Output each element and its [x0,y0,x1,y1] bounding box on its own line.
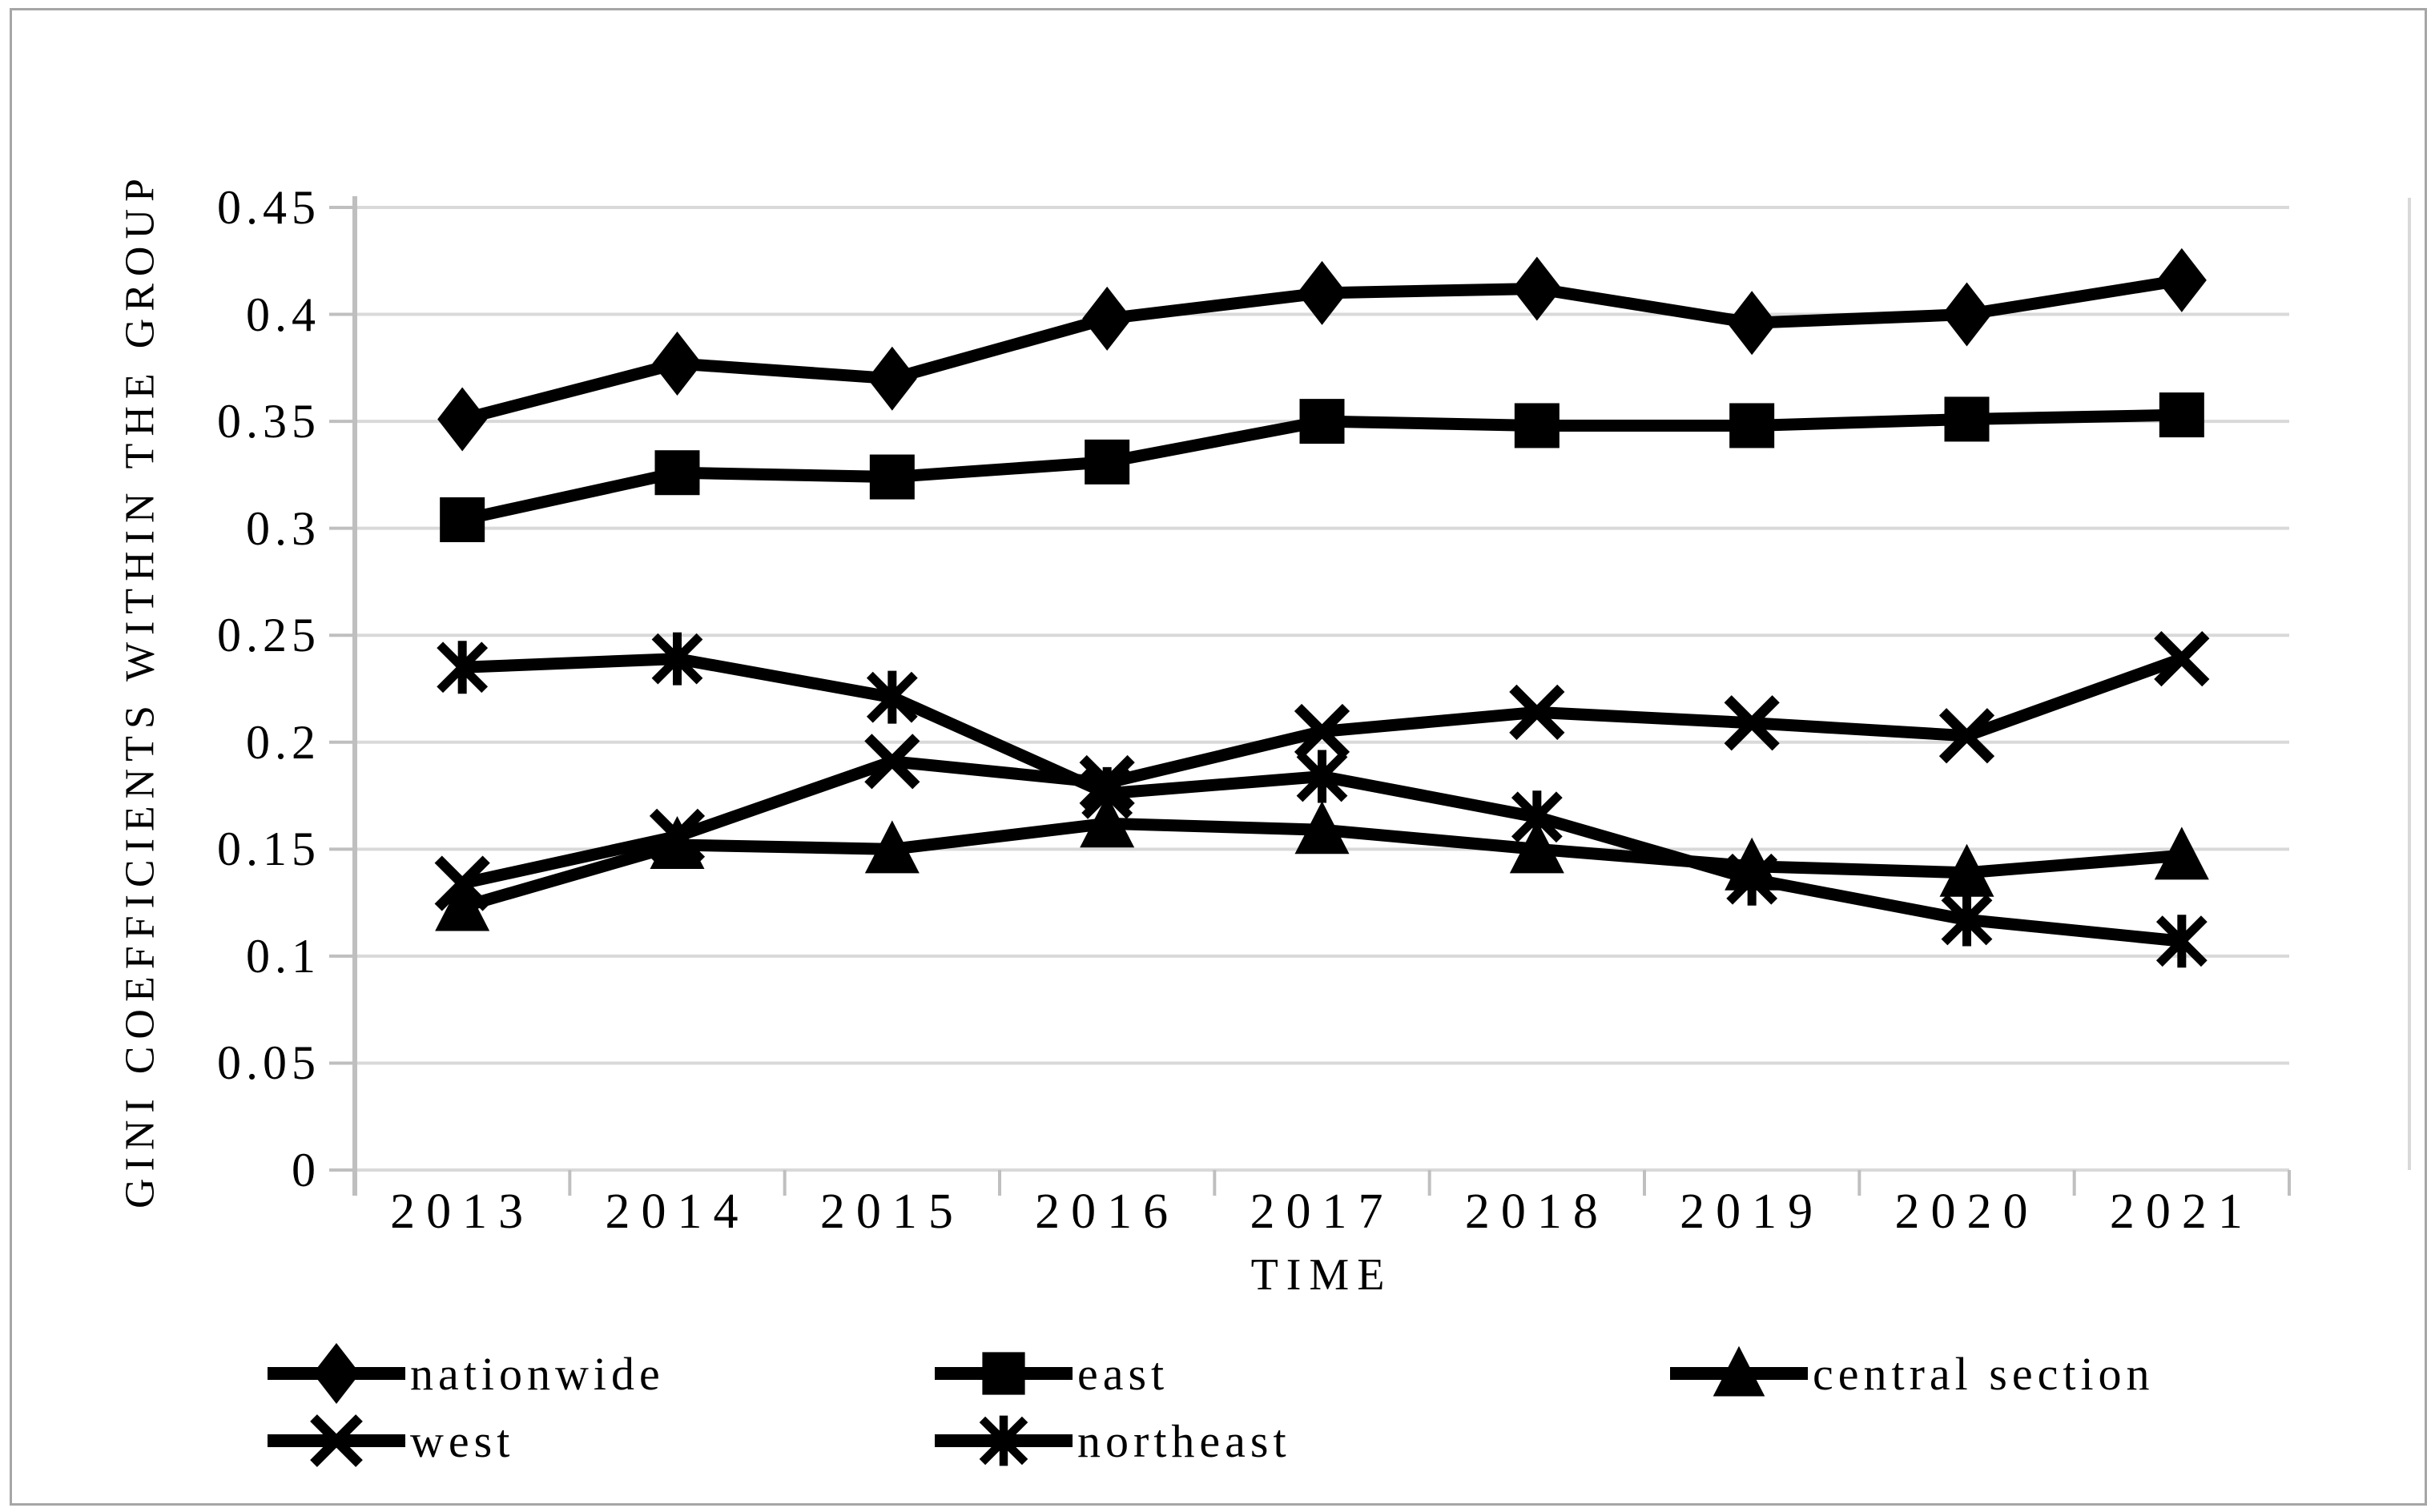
asterisk-marker [1511,790,1563,844]
triangle-marker [1080,794,1135,848]
legend-item-nationwide: nationwide [268,1339,665,1408]
legend-marker-diamond [268,1343,405,1404]
triangle-marker [435,878,490,931]
x-tick-label: 2020 [1894,1184,2039,1239]
diamond-marker [1082,286,1133,351]
chart-border [10,8,2427,1506]
x-tick-label: 2015 [819,1184,964,1239]
legend-item-east: east [935,1339,1169,1408]
y-axis-title: GINI COEFFICIENTS WITHIN THE GROUP [117,171,163,1208]
diamond-marker [1727,291,1777,356]
x-marker [1509,684,1565,740]
legend-label: central section [1813,1347,2155,1400]
diamond-marker [1297,260,1347,325]
x-tick-label: 2016 [1035,1184,1180,1239]
square-marker [1944,396,1990,442]
legend-item-northeast: northeast [935,1406,1291,1475]
x-tick-label: 2018 [1464,1184,1609,1239]
x-marker [310,1414,363,1467]
y-tick-label: 0.2 [246,715,320,769]
diamond-marker [437,387,488,452]
x-marker [1938,708,1995,764]
diamond-marker [1511,256,1562,321]
y-tick-label: 0.25 [217,609,320,662]
asterisk-marker [1726,852,1778,906]
legend-marker-triangle [1670,1345,1808,1397]
legend-label: northeast [1077,1414,1291,1467]
legend-item-central-section: central section [1670,1339,2155,1408]
asterisk-marker [651,632,703,686]
x-tick-label: 2013 [390,1184,535,1239]
y-tick-label: 0.05 [217,1036,320,1090]
y-tick-label: 0.3 [246,501,320,555]
y-tick-label: 0.45 [217,181,320,234]
legend-item-west: west [268,1406,514,1475]
x-tick-label: 2017 [1250,1184,1395,1239]
square-marker [869,454,915,500]
diamond-marker [1942,282,1992,347]
asterisk-marker [1296,750,1348,803]
x-marker [864,734,920,790]
square-marker [982,1352,1025,1395]
triangle-marker [1509,820,1564,874]
square-marker [1729,403,1775,448]
y-tick-label: 0.1 [246,929,320,983]
legend-label: nationwide [410,1347,665,1400]
square-marker [654,450,700,496]
triangle-marker [1713,1345,1765,1397]
asterisk-marker [437,641,489,694]
legend-marker-square [935,1352,1073,1395]
x-marker [2154,631,2210,687]
x-tick-label: 2014 [605,1184,750,1239]
x-marker [1724,695,1780,751]
legend-marker-x [268,1414,405,1467]
triangle-marker [1939,843,1994,897]
asterisk-marker [1081,766,1133,820]
asterisk-marker [866,670,918,724]
legend-marker-asterisk [935,1415,1073,1466]
legend-label: east [1077,1347,1169,1400]
diamond-marker [652,331,702,396]
square-marker [2159,392,2204,438]
y-tick-label: 0 [292,1144,320,1196]
y-tick-label: 0.35 [217,395,320,448]
diamond-marker [312,1343,360,1404]
triangle-marker [864,820,920,874]
y-tick-label: 0.15 [217,822,320,876]
square-marker [1299,399,1345,444]
x-marker [1294,703,1350,760]
diamond-marker [2156,247,2207,312]
diamond-marker [867,346,917,411]
asterisk-marker [979,1415,1028,1466]
x-tick-label: 2021 [2109,1184,2254,1239]
legend-label: west [410,1414,515,1467]
y-tick-label: 0.4 [246,288,320,341]
triangle-marker [1294,801,1350,855]
x-marker [434,855,490,911]
asterisk-marker [2155,915,2208,968]
square-marker [1514,403,1560,448]
x-marker [649,808,706,864]
square-marker [440,497,485,542]
x-axis-title: TIME [1250,1250,1393,1300]
triangle-marker [2154,826,2209,880]
square-marker [1085,439,1130,485]
asterisk-marker [1941,893,1993,947]
x-tick-label: 2019 [1680,1184,1825,1239]
